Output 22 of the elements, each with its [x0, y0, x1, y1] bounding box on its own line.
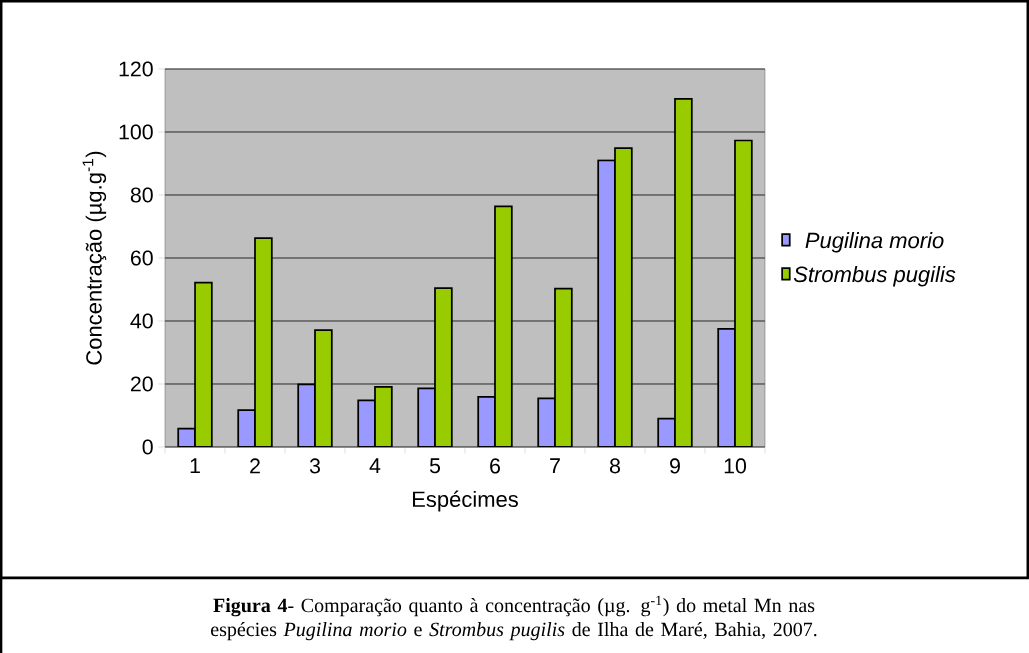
x-tick-label: 7 — [550, 458, 560, 474]
x-tick-label: 6 — [490, 458, 500, 474]
y-axis-title: Concentração (µg.g$^{-1}$) — [82, 151, 107, 365]
y-tick-label: 20 — [130, 376, 153, 392]
x-tick-label: 5 — [429, 458, 441, 474]
y-tick-label: 100 — [119, 124, 153, 140]
y-tick-label: 120 — [119, 61, 153, 77]
x-tick-label: 8 — [609, 458, 620, 474]
y-tick-label: 0 — [142, 439, 153, 455]
legend-label: Strombus pugilis — [793, 266, 956, 287]
x-tick-label: 10 — [724, 458, 747, 474]
x-tick-label: 3 — [309, 458, 320, 474]
x-tick-label: 9 — [670, 458, 680, 474]
x-tick-label: 1 — [190, 458, 200, 474]
text: Figura 4- Comparação quanto à concentração (µg. g$^{-1}$) do metal Mn nas espécies Pugilina morio e Strombus pugilis de Ilha de Maré, Bahia, 2007. — [211, 595, 817, 641]
y-tick-label: 80 — [130, 187, 153, 203]
legend-label: Pugilina morio — [805, 232, 944, 253]
x-axis-title: Espécimes — [413, 490, 518, 512]
y-tick-label: 40 — [130, 313, 153, 329]
x-tick-label: 4 — [369, 458, 381, 474]
y-tick-label: 60 — [130, 250, 153, 266]
x-tick-label: 2 — [250, 458, 260, 474]
